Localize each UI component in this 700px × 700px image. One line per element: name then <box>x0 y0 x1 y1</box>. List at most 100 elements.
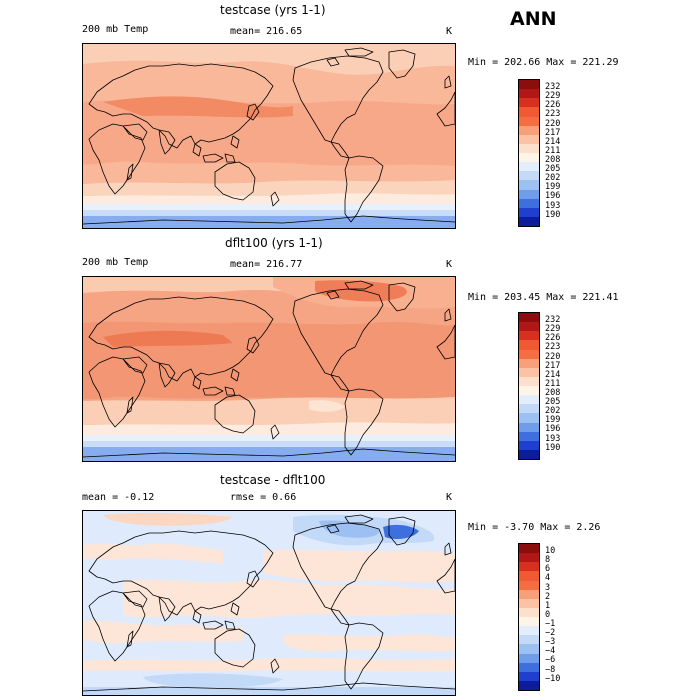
colorbar-tick: 0 <box>545 610 551 620</box>
colorbar-tick: 211 <box>545 146 561 156</box>
colorbar-tick: 223 <box>545 342 561 352</box>
colorbar-tick: 217 <box>545 361 561 371</box>
swatch <box>519 116 539 126</box>
colorbar-tick: −8 <box>545 665 556 675</box>
panel-title: testcase (yrs 1-1) <box>220 3 326 17</box>
difference-map <box>82 510 456 696</box>
swatch <box>519 349 539 359</box>
swatch <box>519 143 539 153</box>
swatch <box>519 367 539 377</box>
mean-label: mean= 216.77 <box>230 259 303 270</box>
swatch <box>519 340 539 350</box>
panel-title: dflt100 (yrs 1-1) <box>225 236 323 250</box>
colorbar-tick: 232 <box>545 82 561 92</box>
swatch <box>519 440 539 450</box>
colorbar-tick: 190 <box>545 210 561 220</box>
units-label: K <box>446 26 453 37</box>
colorbar: 10 8 6 4 3 2 1 0 −1 −2 −3 −4 −6 −8 −10 <box>518 543 578 691</box>
colorbar-tick: 10 <box>545 546 556 556</box>
colorbar-tick: 214 <box>545 370 561 380</box>
swatch <box>519 171 539 181</box>
panel-title: testcase - dflt100 <box>220 473 326 487</box>
swatch <box>519 680 539 690</box>
colorbar-tick: 205 <box>545 164 561 174</box>
swatch <box>519 422 539 432</box>
swatch <box>519 331 539 341</box>
swatch <box>519 544 539 554</box>
swatch <box>519 80 539 90</box>
colorbar-tick: 1 <box>545 601 551 611</box>
swatch <box>519 662 539 672</box>
colorbar-tick: 205 <box>545 397 561 407</box>
swatch <box>519 313 539 323</box>
colorbar-tick: −6 <box>545 655 556 665</box>
swatch <box>519 180 539 190</box>
swatch <box>519 189 539 199</box>
colorbar-tick: 190 <box>545 443 561 453</box>
colorbar-tick: −4 <box>545 646 556 656</box>
swatch <box>519 89 539 99</box>
units-label: K <box>446 259 453 270</box>
swatch <box>519 162 539 172</box>
swatch <box>519 404 539 414</box>
swatch <box>519 198 539 208</box>
colorbar-tick: −10 <box>545 674 561 684</box>
variable-label: 200 mb Temp <box>82 24 149 35</box>
season-label: ANN <box>510 8 557 30</box>
swatch <box>519 571 539 581</box>
variable-label: 200 mb Temp <box>82 257 149 268</box>
colorbar-tick: 232 <box>545 315 561 325</box>
swatch <box>519 553 539 563</box>
swatch <box>519 134 539 144</box>
colorbar-boxes <box>518 79 540 227</box>
minmax-label: Min = -3.70 Max = 2.26 <box>468 522 601 533</box>
swatch <box>519 589 539 599</box>
swatch <box>519 626 539 636</box>
colorbar-tick: 220 <box>545 119 561 129</box>
colorbar-tick: 6 <box>545 564 551 574</box>
minmax-label: Min = 203.45 Max = 221.41 <box>468 292 619 303</box>
minmax-label: Min = 202.66 Max = 221.29 <box>468 57 619 68</box>
colorbar-tick: −3 <box>545 637 556 647</box>
temperature-map <box>82 43 456 229</box>
colorbar-tick: 8 <box>545 555 551 565</box>
mean-label: mean= 216.65 <box>230 26 303 37</box>
swatch <box>519 322 539 332</box>
swatch <box>519 98 539 108</box>
colorbar-tick: −2 <box>545 628 556 638</box>
colorbar-tick: 193 <box>545 434 561 444</box>
swatch <box>519 635 539 645</box>
colorbar-tick: 208 <box>545 155 561 165</box>
swatch <box>519 216 539 226</box>
swatch <box>519 580 539 590</box>
colorbar-tick: 2 <box>545 592 551 602</box>
swatch <box>519 125 539 135</box>
swatch <box>519 617 539 627</box>
swatch <box>519 431 539 441</box>
colorbar-tick: 223 <box>545 109 561 119</box>
colorbar-tick: 229 <box>545 324 561 334</box>
colorbar-tick: 226 <box>545 333 561 343</box>
colorbar-tick: 226 <box>545 100 561 110</box>
swatch <box>519 449 539 459</box>
swatch <box>519 358 539 368</box>
colorbar-tick: 199 <box>545 182 561 192</box>
colorbar-tick: 193 <box>545 201 561 211</box>
temperature-map <box>82 276 456 462</box>
colorbar-tick: 196 <box>545 191 561 201</box>
colorbar-tick: −1 <box>545 619 556 629</box>
rmse-label: rmse = 0.66 <box>230 492 297 503</box>
swatch <box>519 671 539 681</box>
colorbar-tick: 229 <box>545 91 561 101</box>
colorbar-tick: 214 <box>545 137 561 147</box>
swatch <box>519 153 539 163</box>
colorbar-boxes <box>518 543 540 691</box>
swatch <box>519 598 539 608</box>
swatch <box>519 644 539 654</box>
swatch <box>519 376 539 386</box>
colorbar-tick: 202 <box>545 173 561 183</box>
mean-label: mean = -0.12 <box>82 492 155 503</box>
colorbar-tick: 217 <box>545 128 561 138</box>
swatch <box>519 562 539 572</box>
swatch <box>519 207 539 217</box>
